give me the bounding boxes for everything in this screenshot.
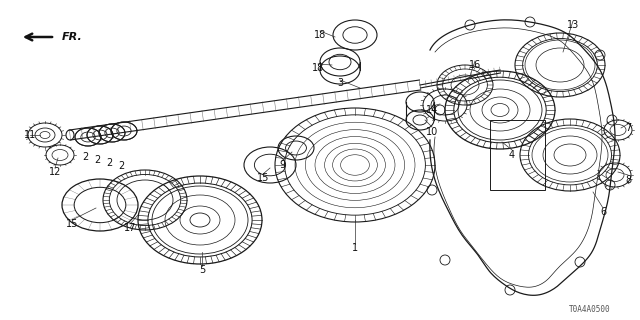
Text: 2: 2: [82, 152, 88, 162]
Text: 16: 16: [469, 60, 481, 70]
Text: FR.: FR.: [62, 32, 83, 42]
Text: 11: 11: [24, 130, 36, 140]
Text: 18: 18: [312, 63, 324, 73]
Text: 14: 14: [426, 105, 438, 115]
Text: 3: 3: [337, 78, 343, 88]
Text: 12: 12: [49, 167, 61, 177]
Text: 6: 6: [600, 207, 606, 217]
Text: 13: 13: [567, 20, 579, 30]
Text: 15: 15: [66, 219, 78, 229]
Text: 1: 1: [352, 243, 358, 253]
Text: 18: 18: [314, 30, 326, 40]
Text: 9: 9: [279, 160, 285, 170]
Text: 10: 10: [426, 127, 438, 137]
Text: 7: 7: [625, 123, 631, 133]
Text: 17: 17: [124, 223, 136, 233]
Ellipse shape: [66, 130, 74, 140]
Text: 2: 2: [106, 158, 112, 168]
Text: T0A4A0500: T0A4A0500: [569, 306, 611, 315]
Text: 8: 8: [625, 175, 631, 185]
Bar: [490, 120, 545, 190]
Text: 2: 2: [94, 155, 100, 165]
Text: 15: 15: [257, 173, 269, 183]
Text: 4: 4: [509, 150, 515, 160]
Text: 2: 2: [118, 161, 124, 171]
Text: 5: 5: [199, 265, 205, 275]
